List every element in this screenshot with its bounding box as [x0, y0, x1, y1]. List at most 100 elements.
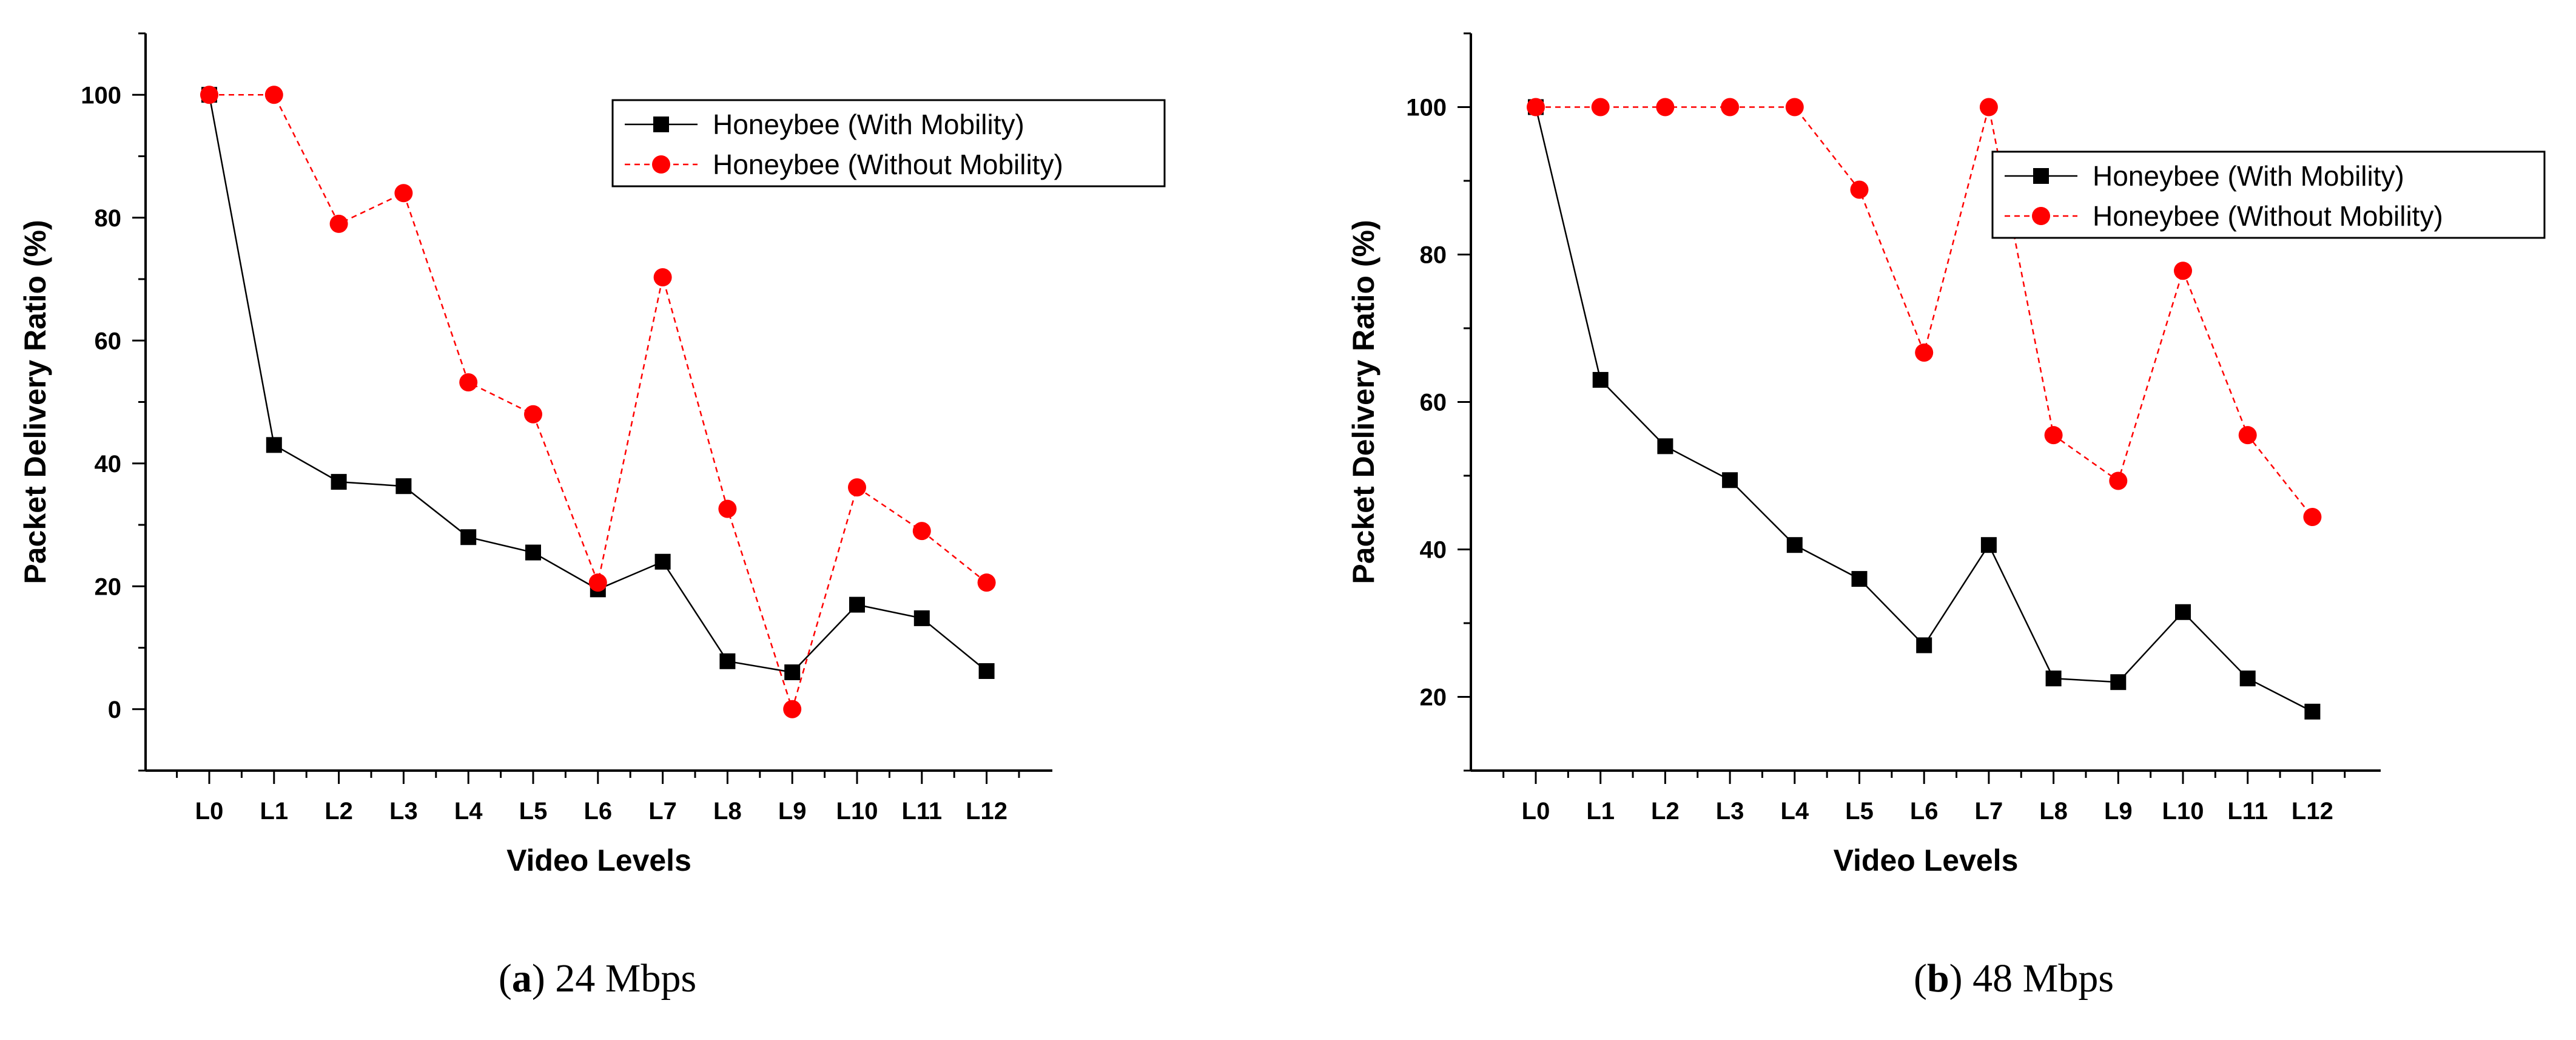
y-tick-label-b: 20 — [1420, 684, 1447, 711]
x-tick-label-b: L2 — [1651, 798, 1680, 825]
x-tick-label-a: L8 — [713, 798, 742, 825]
marker-square-b-L5 — [1851, 571, 1868, 587]
y-tick-label-b: 80 — [1420, 242, 1447, 269]
marker-circle-a-L6 — [588, 573, 607, 592]
marker-square-a-L9 — [784, 664, 801, 680]
x-tick-label-b: L11 — [2227, 798, 2268, 825]
x-tick-label-a: L9 — [778, 798, 807, 825]
marker-square-b-L2 — [1657, 438, 1673, 454]
marker-circle-a-L9 — [783, 700, 802, 718]
y-axis-label-b: Packet Delivery Ratio (%) — [1347, 220, 1380, 584]
marker-circle-b-L11 — [2238, 426, 2257, 445]
x-tick-label-b: L0 — [1522, 798, 1550, 825]
legend-marker-b-1 — [2033, 168, 2049, 184]
caption-a: (a) 24 Mbps — [498, 956, 697, 1001]
caption-b-text: 48 Mbps — [1972, 956, 2114, 1001]
marker-circle-b-L12 — [2303, 508, 2322, 527]
marker-square-b-L4 — [1786, 537, 1803, 553]
y-tick-label-a: 80 — [95, 205, 122, 232]
marker-square-a-L11 — [913, 610, 930, 626]
x-tick-label-a: L6 — [583, 798, 612, 825]
legend-box-a — [611, 99, 1166, 187]
x-tick-label-a: L10 — [836, 798, 878, 825]
chart-a: 0 20 40 60 80 100 L0 L1 L2 L3 L4 L5 L6 L7 L8 L9 L10 L11 L1… — [18, 32, 1166, 877]
marker-square-b-L11 — [2239, 670, 2256, 687]
marker-square-a-L5 — [525, 544, 541, 561]
marker-circle-a-L3 — [394, 184, 413, 203]
x-tick-label-b: L4 — [1780, 798, 1809, 825]
x-tick-label-a: L5 — [519, 798, 548, 825]
x-tick-label-a: L12 — [966, 798, 1007, 825]
marker-circle-b-L10 — [2174, 262, 2192, 280]
marker-circle-b-L7 — [1979, 98, 1998, 116]
x-tick-label-b: L8 — [2039, 798, 2068, 825]
marker-square-b-L3 — [1722, 472, 1738, 488]
caption-b-label: b — [1926, 956, 1949, 1001]
marker-circle-b-L3 — [1721, 98, 1740, 116]
y-tick-label-b: 40 — [1420, 537, 1447, 564]
x-tick-label-b: L9 — [2104, 798, 2133, 825]
legend-label-b-1: Honeybee (With Mobility) — [2093, 160, 2404, 192]
marker-circle-a-L5 — [524, 405, 542, 424]
marker-square-b-L9 — [2110, 674, 2127, 691]
marker-square-b-L7 — [1980, 537, 1997, 553]
y-tick-label-a: 0 — [108, 697, 121, 723]
marker-square-b-L12 — [2304, 703, 2321, 720]
marker-square-a-L1 — [266, 437, 282, 453]
marker-circle-b-L4 — [1785, 98, 1804, 116]
legend-marker-b-2 — [2032, 207, 2050, 225]
x-tick-label-a: L1 — [260, 798, 288, 825]
caption-b: (b) 48 Mbps — [1913, 956, 2114, 1001]
legend-marker-a-1 — [653, 116, 669, 132]
marker-circle-a-L7 — [653, 268, 672, 286]
marker-square-a-L7 — [654, 553, 671, 570]
marker-square-b-L8 — [2045, 670, 2062, 687]
marker-circle-b-L9 — [2109, 471, 2128, 490]
y-tick-label-a: 40 — [95, 451, 122, 478]
marker-square-b-L6 — [1916, 637, 1932, 653]
legend-box-b — [1991, 150, 2546, 239]
legend-label-a-1: Honeybee (With Mobility) — [713, 109, 1024, 140]
marker-square-b-L1 — [1592, 372, 1609, 388]
y-tick-label-b: 100 — [1406, 95, 1447, 121]
marker-circle-b-L2 — [1656, 98, 1675, 116]
x-tick-label-b: L5 — [1845, 798, 1874, 825]
caption-a-text: 24 Mbps — [555, 956, 697, 1001]
y-axis-label-a: Packet Delivery Ratio (%) — [18, 220, 52, 584]
marker-circle-a-L1 — [264, 86, 283, 104]
marker-circle-b-L5 — [1850, 180, 1869, 199]
y-tick-label-a: 60 — [95, 328, 122, 354]
x-tick-label-b: L6 — [1910, 798, 1939, 825]
legend-marker-a-2 — [652, 155, 670, 174]
caption-a-label: a — [511, 956, 532, 1001]
x-axis-label-a: Video Levels — [506, 843, 691, 877]
marker-circle-b-L8 — [2044, 426, 2063, 445]
x-tick-label-a: L0 — [195, 798, 224, 825]
marker-circle-a-L12 — [977, 573, 996, 592]
x-tick-label-a: L11 — [901, 798, 942, 825]
marker-square-a-L2 — [331, 474, 347, 490]
marker-circle-a-L4 — [459, 373, 478, 392]
marker-circle-b-L1 — [1591, 98, 1610, 116]
y-tick-label-a: 100 — [81, 82, 121, 109]
marker-circle-a-L2 — [329, 214, 348, 233]
x-tick-label-b: L10 — [2162, 798, 2204, 825]
marker-square-a-L4 — [460, 529, 477, 545]
x-tick-label-a: L2 — [325, 798, 353, 825]
marker-circle-a-L8 — [718, 499, 737, 518]
marker-circle-a-L0 — [200, 86, 218, 104]
x-tick-label-b: L3 — [1716, 798, 1744, 825]
legend-label-a-2: Honeybee (Without Mobility) — [713, 149, 1063, 180]
x-tick-label-b: L12 — [2292, 798, 2333, 825]
marker-square-b-L10 — [2175, 604, 2191, 620]
marker-circle-a-L11 — [912, 522, 931, 541]
marker-square-a-L10 — [849, 596, 865, 613]
x-axis-label-b: Video Levels — [1834, 843, 2019, 877]
x-tick-label-b: L7 — [1975, 798, 2003, 825]
marker-square-a-L12 — [978, 663, 995, 679]
chart-b: 20 40 60 80 100 L0 L1 L2 L3 L4 L5 L6 L7 L8 L9 L10 L11 L12… — [1347, 32, 2546, 877]
marker-square-a-L3 — [395, 478, 412, 495]
marker-circle-b-L6 — [1915, 343, 1934, 362]
x-tick-label-b: L1 — [1586, 798, 1615, 825]
